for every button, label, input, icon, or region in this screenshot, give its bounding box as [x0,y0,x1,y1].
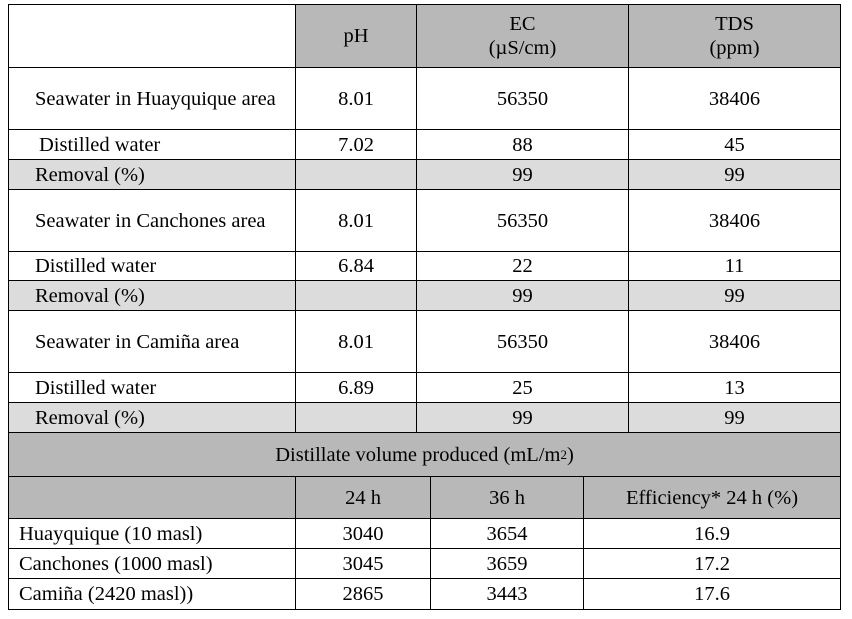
header-ec: EC (µS/cm) [416,4,629,68]
cell-ph: 8.01 [295,310,417,373]
volume-cell-24h: 3045 [295,548,431,579]
cell-ec: 99 [416,159,629,190]
cell-tds: 38406 [628,310,841,373]
volume-title-text: Distillate volume produced (mL/m [275,443,561,466]
cell-tds: 99 [628,159,841,190]
cell-ph [295,159,417,190]
cell-ph: 6.89 [295,372,417,403]
header-ec-unit: (µS/cm) [488,37,557,59]
row-label-seawater-huayquique: Seawater in Huayquique area [8,67,296,130]
row-label-removal: Removal (%) [8,402,296,433]
volume-cell-36h: 3659 [430,548,584,579]
volume-header-24h: 24 h [295,476,431,519]
header-tds-unit: (ppm) [709,37,760,59]
cell-ph [295,402,417,433]
volume-cell-24h: 2865 [295,578,431,610]
row-label-distilled-water: Distilled water [8,129,296,160]
row-label-distilled-water: Distilled water [8,372,296,403]
volume-cell-efficiency: 17.6 [583,578,841,610]
cell-tds: 38406 [628,189,841,252]
cell-ph: 6.84 [295,251,417,281]
cell-tds: 99 [628,402,841,433]
cell-ph: 8.01 [295,189,417,252]
volume-title-close: ) [566,443,574,466]
cell-ph: 7.02 [295,129,417,160]
header-blank-cell [8,4,296,68]
cell-ph [295,280,417,311]
volume-row-site: Camiña (2420 masl)) [8,578,296,610]
volume-header-36h: 36 h [430,476,584,519]
cell-ec: 88 [416,129,629,160]
volume-cell-24h: 3040 [295,518,431,549]
cell-ph: 8.01 [295,67,417,130]
volume-cell-36h: 3443 [430,578,584,610]
header-tds: TDS (ppm) [628,4,841,68]
header-ph: pH [295,4,417,68]
volume-cell-efficiency: 16.9 [583,518,841,549]
cell-ec: 99 [416,280,629,311]
volume-cell-36h: 3654 [430,518,584,549]
header-ec-label: EC [509,13,536,35]
cell-tds: 99 [628,280,841,311]
cell-ec: 25 [416,372,629,403]
volume-cell-efficiency: 17.2 [583,548,841,579]
cell-ec: 99 [416,402,629,433]
row-label-seawater-camina: Seawater in Camiña area [8,310,296,373]
cell-tds: 13 [628,372,841,403]
cell-tds: 38406 [628,67,841,130]
cell-ec: 22 [416,251,629,281]
header-tds-label: TDS [715,13,754,35]
volume-row-site: Canchones (1000 masl) [8,548,296,579]
row-label-removal: Removal (%) [8,280,296,311]
cell-ec: 56350 [416,189,629,252]
volume-row-site: Huayquique (10 masl) [8,518,296,549]
row-label-removal: Removal (%) [8,159,296,190]
cell-ec: 56350 [416,67,629,130]
cell-ec: 56350 [416,310,629,373]
row-label-distilled-water: Distilled water [8,251,296,281]
volume-header-efficiency: Efficiency* 24 h (%) [583,476,841,519]
cell-tds: 11 [628,251,841,281]
row-label-seawater-canchones: Seawater in Canchones area [8,189,296,252]
volume-header-blank [8,476,296,519]
volume-title: Distillate volume produced (mL/m 2) [8,432,841,477]
cell-tds: 45 [628,129,841,160]
